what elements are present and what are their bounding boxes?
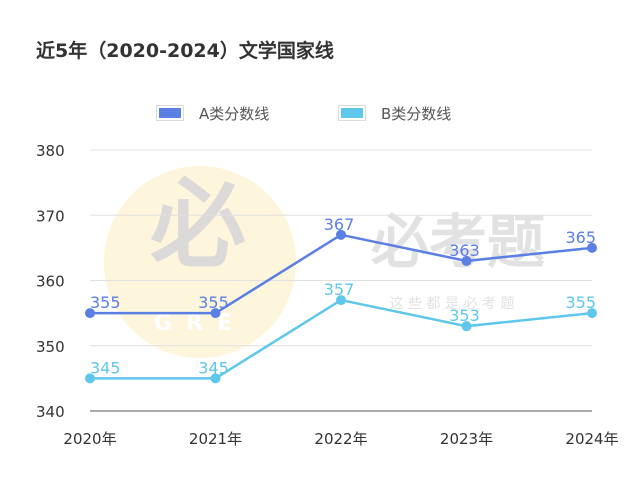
data-label: 345 (90, 358, 121, 377)
watermark-logo-circle (104, 166, 296, 358)
data-point[interactable] (461, 255, 472, 266)
grid (90, 149, 592, 412)
data-labels: 355 355 367 363 365 345 345 357 353 355 (90, 215, 596, 378)
y-axis: 340 350 360 370 380 (36, 142, 65, 421)
legend: A类分数线 B类分数线 (0, 100, 627, 126)
legend-label-a: A类分数线 (199, 104, 270, 123)
data-point[interactable] (210, 373, 221, 384)
data-point[interactable] (85, 308, 95, 319)
x-axis: 2020年 2021年 2022年 2023年 2024年 (63, 430, 618, 448)
data-point[interactable] (461, 321, 472, 332)
data-label: 345 (198, 358, 229, 377)
y-tick-label: 380 (36, 142, 65, 160)
watermark: 必 GRE 必考题 这 些 都 是 必 考 题 (104, 166, 545, 358)
data-label: 357 (324, 280, 355, 299)
watermark-logo-sub: GRE (154, 311, 246, 336)
legend-label-b: B类分数线 (381, 104, 452, 123)
legend-item-a[interactable]: A类分数线 (156, 100, 270, 126)
data-label: 367 (324, 215, 355, 234)
data-point[interactable] (85, 373, 95, 384)
x-tick-label: 2022年 (314, 430, 367, 448)
x-tick-label: 2023年 (440, 430, 493, 448)
data-label: 355 (90, 293, 121, 312)
series-layer (85, 229, 597, 384)
legend-item-b[interactable]: B类分数线 (338, 100, 452, 126)
x-tick-label: 2020年 (63, 430, 116, 448)
y-tick-label: 360 (36, 273, 65, 291)
legend-swatch-a (156, 105, 184, 121)
y-tick-label: 350 (36, 338, 65, 356)
data-label: 363 (449, 241, 480, 260)
chart-title: 近5年（2020-2024）文学国家线 (36, 40, 334, 62)
data-point[interactable] (587, 308, 597, 319)
y-tick-label: 340 (36, 403, 65, 421)
data-label: 355 (198, 293, 229, 312)
data-point[interactable] (336, 229, 346, 240)
y-tick-label: 370 (36, 207, 65, 225)
data-label: 353 (449, 306, 480, 325)
data-label: 355 (565, 293, 596, 312)
watermark-logo-char: 必 (150, 169, 246, 281)
x-tick-label: 2021年 (189, 430, 242, 448)
legend-swatch-b (338, 105, 366, 121)
watermark-slogan: 这 些 都 是 必 考 题 (390, 295, 515, 312)
watermark-brand: 必考题 (371, 208, 545, 276)
data-label: 365 (565, 228, 596, 247)
data-point[interactable] (587, 242, 597, 253)
data-point[interactable] (336, 295, 346, 306)
data-point[interactable] (210, 308, 221, 319)
x-tick-label: 2024年 (565, 430, 618, 448)
